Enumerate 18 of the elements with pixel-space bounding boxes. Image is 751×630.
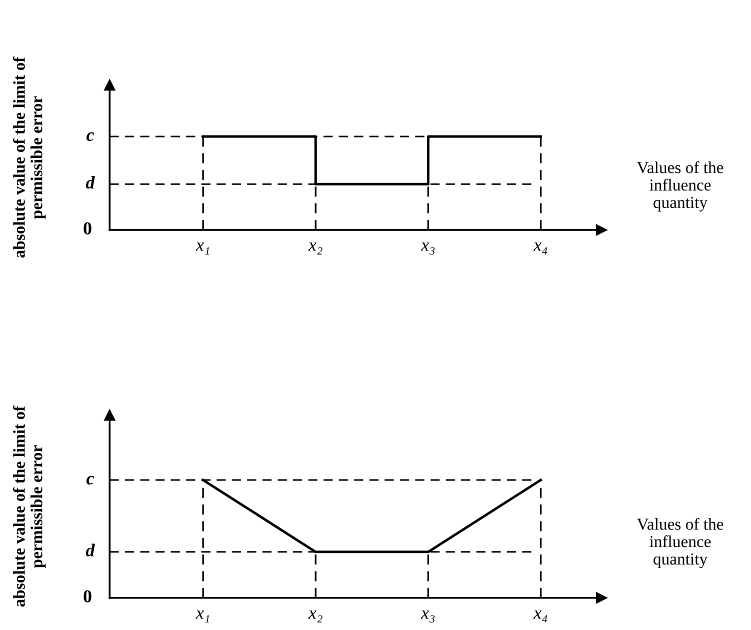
x-axis-title: Values of the influence quantity	[636, 518, 724, 568]
x-tick-label: x₁	[196, 242, 210, 254]
ref-line-label: c	[86, 132, 94, 141]
x-axis-title: Values of the influence quantity	[636, 161, 724, 212]
ref-line-label: d	[86, 544, 95, 556]
x-tick-label: x₂	[308, 242, 322, 254]
x-tick-label: x₄	[533, 242, 548, 254]
x-tick-label: x₂	[308, 610, 322, 622]
x-tick-label: x₄	[533, 610, 548, 622]
ref-line-label: c	[86, 476, 94, 485]
x-tick-label: x₁	[196, 610, 210, 622]
ref-line-label: d	[86, 176, 95, 189]
y-axis-title: absolute value of the limit of permissible error	[12, 56, 46, 258]
x-tick-label: x₃	[420, 610, 435, 622]
text: 0	[84, 590, 92, 602]
y-axis-title: absolute value of the limit of permissible error	[12, 406, 46, 607]
text: 0	[84, 222, 92, 234]
x-tick-label: x₃	[420, 242, 435, 255]
